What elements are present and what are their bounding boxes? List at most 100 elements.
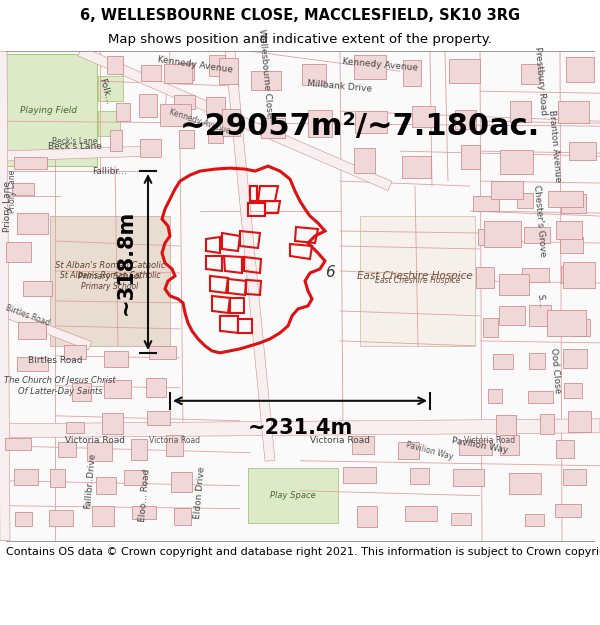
Bar <box>179 130 194 148</box>
Bar <box>171 471 192 492</box>
Text: Contains OS data © Crown copyright and database right 2021. This information is : Contains OS data © Crown copyright and d… <box>6 547 600 557</box>
Polygon shape <box>78 47 392 191</box>
Bar <box>493 354 513 369</box>
Bar <box>23 281 52 296</box>
Bar <box>461 145 481 169</box>
Text: East Cheshire Hospice: East Cheshire Hospice <box>357 271 473 281</box>
Bar <box>140 139 161 158</box>
Bar <box>563 469 586 486</box>
Text: Chester's Grove: Chester's Grove <box>532 184 548 258</box>
Text: ~231.4m: ~231.4m <box>247 418 353 437</box>
Bar <box>451 512 470 525</box>
Bar <box>72 382 91 401</box>
Text: Victoria Road: Victoria Road <box>65 436 125 445</box>
Bar <box>103 412 122 434</box>
Text: Kennedy Avenue: Kennedy Avenue <box>169 107 232 135</box>
Text: Eloo... Road: Eloo... Road <box>138 469 152 522</box>
Bar <box>561 266 589 283</box>
Text: Pavilion Way: Pavilion Way <box>406 440 455 461</box>
Text: Priory Lane: Priory Lane <box>4 181 13 231</box>
Bar <box>343 467 376 483</box>
Bar <box>521 64 540 84</box>
Bar <box>403 156 431 178</box>
Bar <box>488 389 502 403</box>
Text: Wellesbourne Close: Wellesbourne Close <box>257 29 274 118</box>
Bar <box>251 71 281 90</box>
Bar <box>547 309 586 336</box>
Bar <box>524 514 544 526</box>
Bar <box>148 411 170 425</box>
Bar <box>302 64 326 85</box>
Bar <box>50 216 170 346</box>
Bar <box>573 319 590 336</box>
Bar <box>87 442 112 461</box>
Bar <box>219 58 238 84</box>
Bar <box>496 415 516 436</box>
Bar <box>260 118 285 138</box>
Bar <box>17 322 46 339</box>
Text: Beck's Lane: Beck's Lane <box>52 137 98 146</box>
Bar <box>142 64 161 81</box>
Polygon shape <box>225 51 275 461</box>
Text: Victoria Road: Victoria Road <box>310 436 370 445</box>
Polygon shape <box>0 419 600 437</box>
Bar <box>453 469 484 486</box>
Bar <box>484 221 521 248</box>
Bar <box>308 111 332 137</box>
Text: 6: 6 <box>325 266 335 281</box>
Bar <box>14 512 32 526</box>
Text: Ood Close: Ood Close <box>548 348 562 394</box>
Bar <box>116 103 130 121</box>
Text: The Church Of Jesus Christ
Of Latter-Day Saints: The Church Of Jesus Christ Of Latter-Day… <box>4 376 116 396</box>
Text: Birtles Road: Birtles Road <box>5 304 51 328</box>
Bar <box>354 55 386 79</box>
Bar <box>500 150 533 174</box>
Bar <box>131 439 148 460</box>
Bar <box>133 506 155 519</box>
Bar <box>209 55 226 76</box>
Bar <box>110 130 122 151</box>
Text: Fallibr..Drive: Fallibr..Drive <box>83 452 97 509</box>
Bar <box>459 440 491 454</box>
Bar <box>499 274 529 295</box>
Polygon shape <box>0 146 150 161</box>
Bar <box>455 110 476 129</box>
Bar <box>178 63 194 80</box>
Bar <box>569 142 596 160</box>
Bar <box>522 268 548 282</box>
Bar <box>107 56 123 74</box>
Bar <box>98 111 120 136</box>
Bar <box>160 104 191 126</box>
Bar <box>64 345 86 359</box>
Bar <box>206 98 225 115</box>
Text: Victoria Road: Victoria Road <box>149 436 200 445</box>
Text: St Alban's Roman Catholic
Primary School: St Alban's Roman Catholic Primary School <box>55 261 165 281</box>
Bar <box>449 59 480 83</box>
Bar <box>398 442 419 459</box>
Bar <box>562 194 586 213</box>
Text: Play Space: Play Space <box>270 491 316 500</box>
Bar <box>524 228 550 244</box>
Bar <box>14 469 38 485</box>
Bar <box>14 157 47 169</box>
Bar <box>352 436 374 454</box>
Bar <box>528 391 553 403</box>
Bar <box>478 229 505 246</box>
Bar <box>6 242 31 262</box>
Bar <box>2 54 97 166</box>
Text: Prestbury Road: Prestbury Road <box>533 47 547 116</box>
Polygon shape <box>0 51 10 541</box>
Bar <box>353 148 374 173</box>
Text: East Cheshire Hospice: East Cheshire Hospice <box>375 276 461 286</box>
Bar <box>49 510 73 526</box>
Bar <box>149 346 176 359</box>
Bar <box>222 109 240 136</box>
Text: Birtles Road: Birtles Road <box>28 356 82 366</box>
Bar <box>173 508 191 525</box>
Bar <box>410 468 428 484</box>
Bar <box>104 351 128 367</box>
Bar <box>98 76 123 101</box>
Bar <box>556 439 574 458</box>
Bar <box>96 478 116 494</box>
Text: Map shows position and indicative extent of the property.: Map shows position and indicative extent… <box>108 34 492 46</box>
